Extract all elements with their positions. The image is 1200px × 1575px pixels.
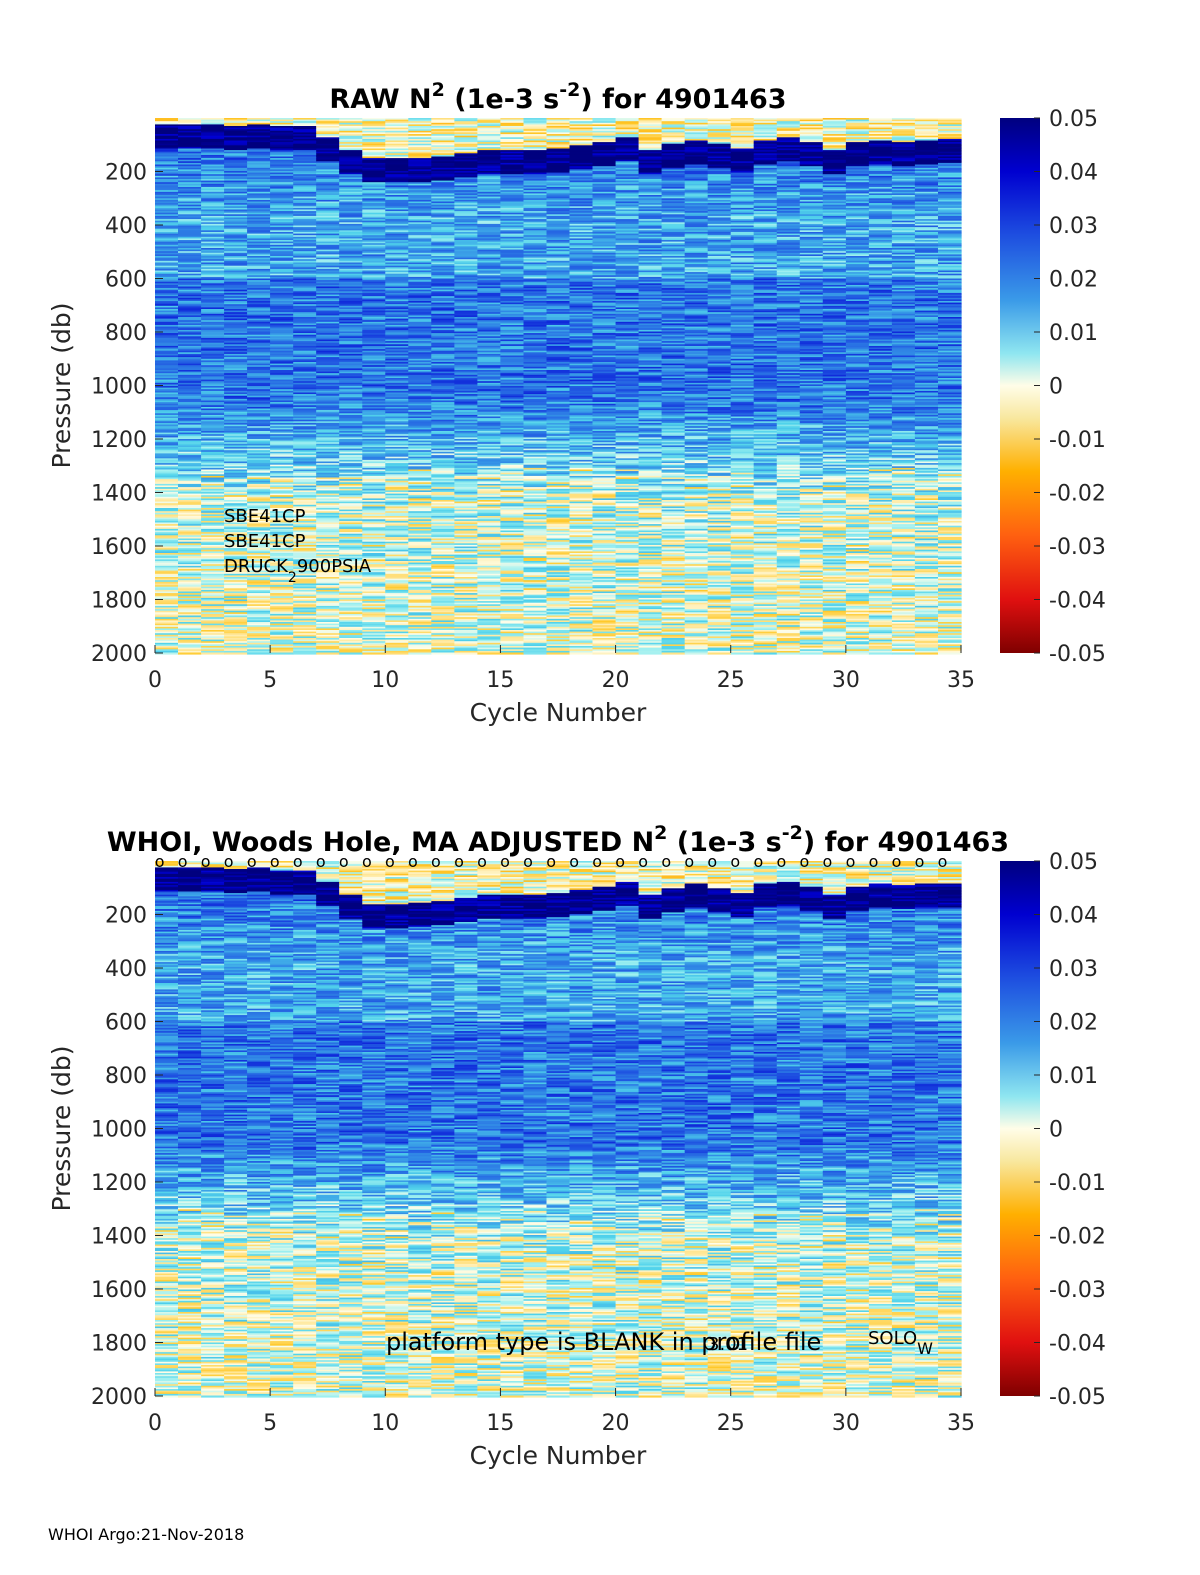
heatmap-cell bbox=[293, 653, 317, 655]
chart-title: RAW N2 (1e-3 s-2) for 4901463 bbox=[329, 79, 786, 115]
heatmap-cell bbox=[316, 653, 340, 655]
heatmap-cell bbox=[339, 653, 363, 655]
title-part-2: (1e-3 s bbox=[445, 84, 559, 115]
heatmap-cell bbox=[270, 653, 294, 655]
heatmap-cell bbox=[178, 653, 202, 655]
heatmap-cell bbox=[247, 653, 271, 655]
heatmap-cell bbox=[431, 653, 455, 655]
title-part-4: ) for 4901463 bbox=[580, 84, 786, 115]
heatmap-cell bbox=[454, 653, 478, 655]
heatmap-cell bbox=[408, 653, 432, 655]
title-part-0: RAW N bbox=[329, 84, 431, 115]
heatmap-cell bbox=[201, 653, 225, 655]
heatmap-cell bbox=[362, 653, 386, 655]
title-part-3: -2 bbox=[559, 79, 580, 101]
title-part-1: 2 bbox=[432, 79, 445, 101]
heatmap-cell bbox=[224, 653, 248, 655]
heatmap-cell bbox=[385, 653, 409, 655]
